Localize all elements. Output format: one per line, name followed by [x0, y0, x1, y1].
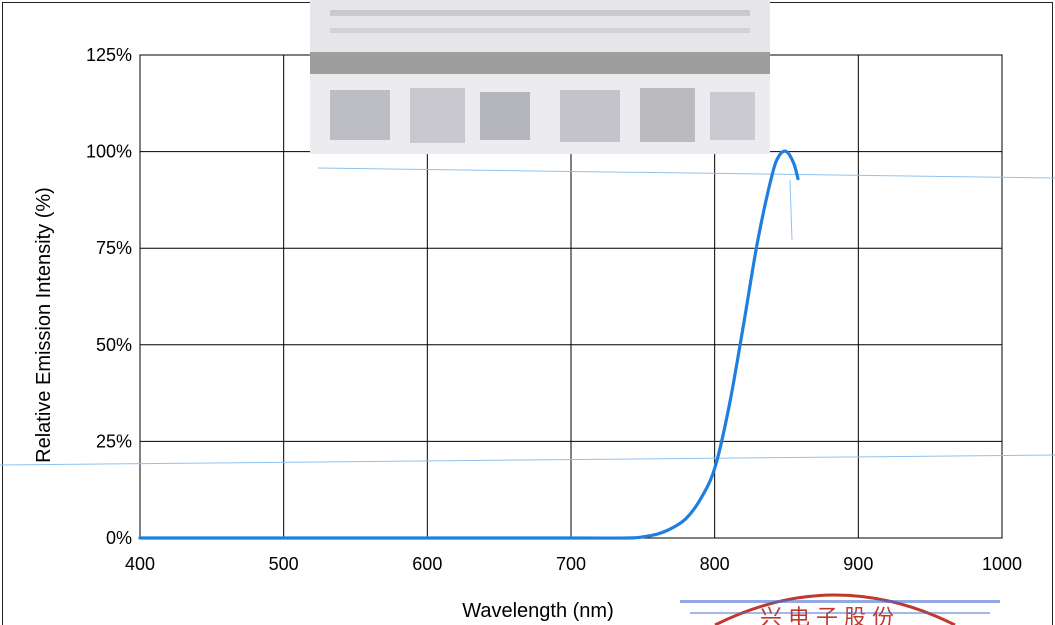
y-tick-label: 75% [96, 238, 132, 258]
x-tick-label: 1000 [982, 554, 1022, 574]
y-tick-label: 100% [86, 142, 132, 162]
x-axis-ticks: 400 500 600 700 800 900 1000 [125, 554, 1022, 574]
x-axis-label: Wavelength (nm) [462, 600, 614, 622]
company-seal: 兴电子股份 [680, 593, 1000, 625]
x-tick-label: 900 [843, 554, 873, 574]
watermark-block [310, 0, 770, 154]
x-tick-label: 700 [556, 554, 586, 574]
y-axis-ticks: 0% 25% 50% 75% 100% 125% [86, 45, 132, 548]
x-tick-label: 600 [412, 554, 442, 574]
guide-line-lower [0, 454, 1055, 466]
guide-line-upper [317, 167, 1055, 179]
y-tick-label: 50% [96, 335, 132, 355]
emission-curve [138, 149, 800, 540]
y-tick-label: 125% [86, 45, 132, 65]
x-tick-label: 800 [700, 554, 730, 574]
guide-line-drop [789, 179, 793, 241]
y-axis-label: Relative Emission Intensity (%) [33, 187, 55, 463]
y-tick-label: 0% [106, 528, 132, 548]
seal-text: 兴电子股份 [760, 605, 900, 625]
y-tick-label: 25% [96, 431, 132, 451]
x-tick-label: 500 [269, 554, 299, 574]
x-tick-label: 400 [125, 554, 155, 574]
